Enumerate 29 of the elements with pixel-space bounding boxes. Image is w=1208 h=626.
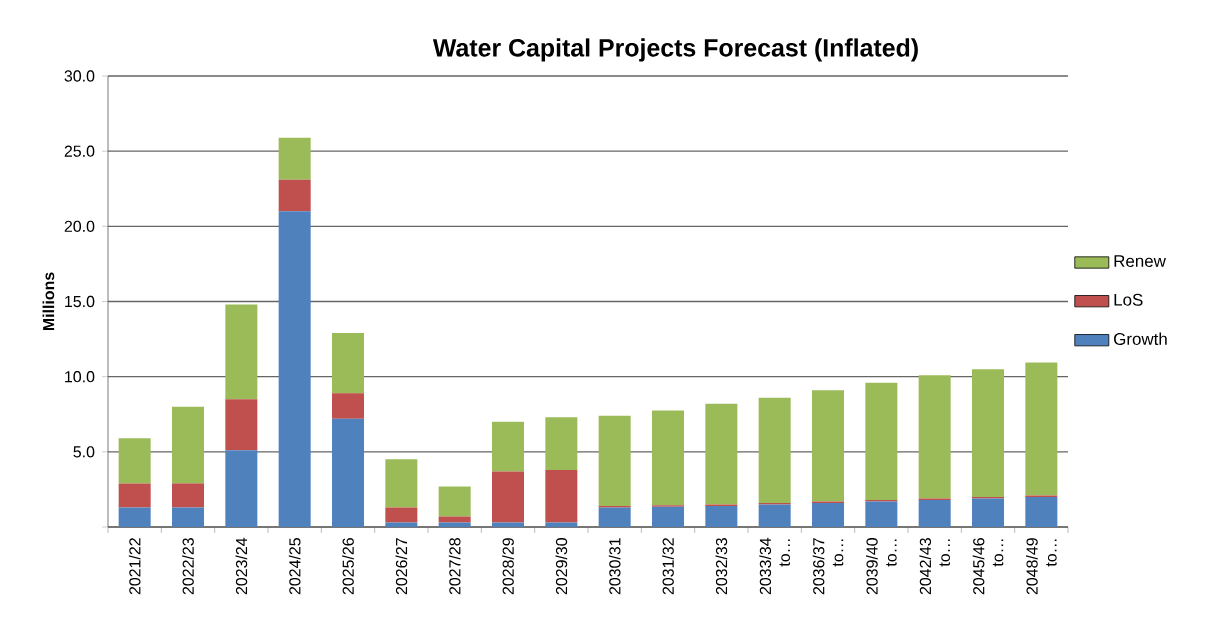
x-tick-label: 2030/31 <box>608 538 621 595</box>
x-tick-label: 2031/32 <box>662 538 674 595</box>
legend-label: Growth <box>1114 332 1167 345</box>
x-tick-label: 2048/49 to… <box>1026 538 1057 595</box>
y-axis-title: Millions <box>42 272 55 331</box>
legend-label: LoS <box>1114 293 1143 306</box>
y-tick-label: 10.0 <box>65 371 95 383</box>
x-tick-label: 2033/34 to… <box>759 537 790 595</box>
x-tick-label: 2042/43 to… <box>919 538 950 595</box>
x-tick-label: 2026/27 <box>395 538 408 595</box>
x-tick-label: 2025/26 <box>342 538 354 595</box>
chart-title: Water Capital Projects Forecast (Inflated) <box>432 38 918 62</box>
x-tick-label: 2024/25 <box>288 538 301 595</box>
x-tick-label: 2032/33 <box>715 538 728 595</box>
x-tick-label: 2028/29 <box>502 538 514 595</box>
y-tick-label: 30.0 <box>64 70 95 82</box>
x-tick-label: 2029/30 <box>555 538 568 595</box>
y-tick-label: 20.0 <box>64 220 95 232</box>
y-tick-label: 15.0 <box>65 295 95 308</box>
x-tick-label: 2036/37 to… <box>812 538 844 595</box>
x-tick-label: 2021/22 <box>128 538 141 595</box>
x-tick-label: 2022/23 <box>182 538 194 595</box>
x-tick-label: 2045/46 to… <box>972 538 1004 595</box>
x-tick-label: 2023/24 <box>235 537 248 595</box>
y-tick-label: 5.0 <box>73 446 95 458</box>
y-tick-label: 25.0 <box>64 145 95 157</box>
x-tick-label: 2027/28 <box>448 538 461 595</box>
x-tick-label: 2039/40 to… <box>866 538 897 595</box>
legend-label: Renew <box>1114 255 1166 267</box>
